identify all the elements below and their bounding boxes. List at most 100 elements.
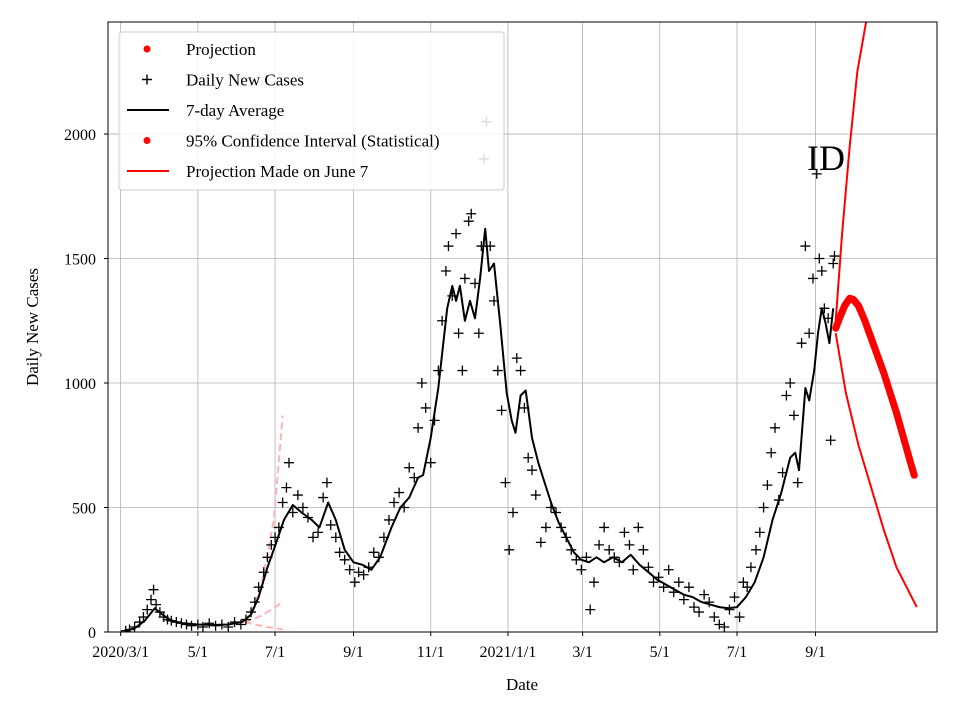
daily-case-marker xyxy=(473,328,484,339)
x-tick-label: 5/1 xyxy=(650,644,670,661)
region-annotation: ID xyxy=(807,138,845,178)
daily-case-marker xyxy=(724,604,735,615)
legend: Projection Daily New Cases 7-day Average 95… xyxy=(118,31,505,191)
daily-case-marker xyxy=(526,465,537,476)
daily-case-marker xyxy=(785,378,796,389)
daily-case-marker xyxy=(440,265,451,276)
daily-case-marker xyxy=(734,612,745,623)
daily-case-marker xyxy=(589,577,600,588)
daily-case-marker xyxy=(204,618,215,629)
daily-case-marker xyxy=(828,258,839,269)
daily-case-marker xyxy=(500,477,511,488)
x-tick-label: 5/1 xyxy=(188,644,208,661)
daily-case-marker xyxy=(463,216,474,227)
y-tick-label: 0 xyxy=(88,625,96,642)
x-tick-label: 2020/3/1 xyxy=(92,644,149,661)
daily-case-marker xyxy=(308,532,319,543)
daily-case-marker xyxy=(811,168,822,179)
daily-case-marker xyxy=(420,402,431,413)
legend-box xyxy=(118,31,505,191)
legend-entry: 7-day Average xyxy=(127,101,284,120)
daily-case-marker xyxy=(389,497,400,508)
x-tick-label: 2021/1/1 xyxy=(479,644,536,661)
daily-case-marker xyxy=(129,622,140,632)
daily-case-marker xyxy=(318,492,329,503)
daily-case-marker xyxy=(540,522,551,533)
daily-case-marker xyxy=(368,547,379,558)
daily-case-marker xyxy=(816,265,827,276)
daily-case-marker xyxy=(709,612,720,623)
daily-case-marker xyxy=(186,620,197,631)
daily-case-marker xyxy=(535,537,546,548)
daily-case-marker xyxy=(633,522,644,533)
daily-case-marker xyxy=(511,353,522,364)
daily-case-marker xyxy=(281,482,292,493)
daily-case-marker xyxy=(688,602,699,613)
x-tick-label: 9/1 xyxy=(805,644,825,661)
legend-label: Daily New Cases xyxy=(186,71,304,90)
daily-case-marker xyxy=(142,604,153,615)
daily-case-marker xyxy=(457,365,468,376)
daily-case-marker xyxy=(599,522,610,533)
projection-point xyxy=(910,471,918,479)
daily-case-marker xyxy=(807,273,818,284)
daily-case-marker xyxy=(678,594,689,605)
daily-case-marker xyxy=(729,592,740,603)
daily-case-marker xyxy=(235,619,246,630)
daily-case-marker xyxy=(325,519,336,530)
legend-dot-marker xyxy=(143,137,151,144)
daily-case-marker xyxy=(344,564,355,575)
daily-case-marker xyxy=(451,228,462,239)
y-axis-label: Daily New Cases xyxy=(23,268,42,386)
daily-case-marker xyxy=(792,477,803,488)
daily-case-marker xyxy=(699,589,710,600)
daily-case-marker xyxy=(349,577,360,588)
x-tick-label: 7/1 xyxy=(727,644,747,661)
x-tick-label: 11/1 xyxy=(417,644,445,661)
legend-label: 7-day Average xyxy=(186,101,284,120)
daily-case-marker xyxy=(619,527,630,538)
daily-case-marker xyxy=(825,435,836,446)
daily-case-marker xyxy=(694,607,705,618)
plot-area xyxy=(120,22,918,632)
x-tick-label: 9/1 xyxy=(343,644,363,661)
daily-case-marker xyxy=(433,365,444,376)
daily-case-marker xyxy=(523,452,534,463)
y-tick-label: 1500 xyxy=(64,252,96,269)
daily-case-marker xyxy=(788,410,799,421)
daily-case-marker xyxy=(148,584,159,595)
x-axis-label: Date xyxy=(506,675,538,694)
legend-entry: Projection Made on June 7 xyxy=(127,162,369,181)
daily-case-marker xyxy=(628,564,639,575)
daily-case-marker xyxy=(277,497,288,508)
daily-case-marker xyxy=(800,241,811,252)
daily-case-marker xyxy=(829,251,840,262)
daily-case-marker xyxy=(754,527,765,538)
daily-case-marker xyxy=(330,532,341,543)
daily-case-marker xyxy=(704,597,715,608)
daily-case-marker xyxy=(673,577,684,588)
axis-ticks: 2020/3/1 5/1 7/1 9/1 11/1 2021/1/1 3/1 5/1 7/1 9/… xyxy=(64,127,826,661)
daily-case-marker xyxy=(571,554,582,565)
plot-frame xyxy=(107,21,938,633)
legend-label: 95% Confidence Interval (Statistical) xyxy=(186,132,440,151)
daily-case-marker xyxy=(766,447,777,458)
daily-case-marker xyxy=(585,604,596,615)
daily-case-marker xyxy=(476,241,487,252)
legend-label: Projection xyxy=(186,40,256,59)
daily-case-marker xyxy=(762,480,773,491)
y-tick-label: 500 xyxy=(72,501,96,518)
daily-case-marker xyxy=(413,422,424,433)
daily-case-marker xyxy=(383,514,394,525)
daily-case-marker xyxy=(719,622,730,632)
y-tick-label: 1000 xyxy=(64,376,96,393)
daily-case-marker xyxy=(339,554,350,565)
daily-case-marker xyxy=(443,241,454,252)
daily-case-marker xyxy=(804,328,815,339)
daily-case-marker xyxy=(459,273,470,284)
daily-case-marker xyxy=(683,582,694,593)
daily-case-marker xyxy=(313,527,324,538)
daily-case-marker xyxy=(358,569,369,580)
daily-case-marker xyxy=(648,577,659,588)
